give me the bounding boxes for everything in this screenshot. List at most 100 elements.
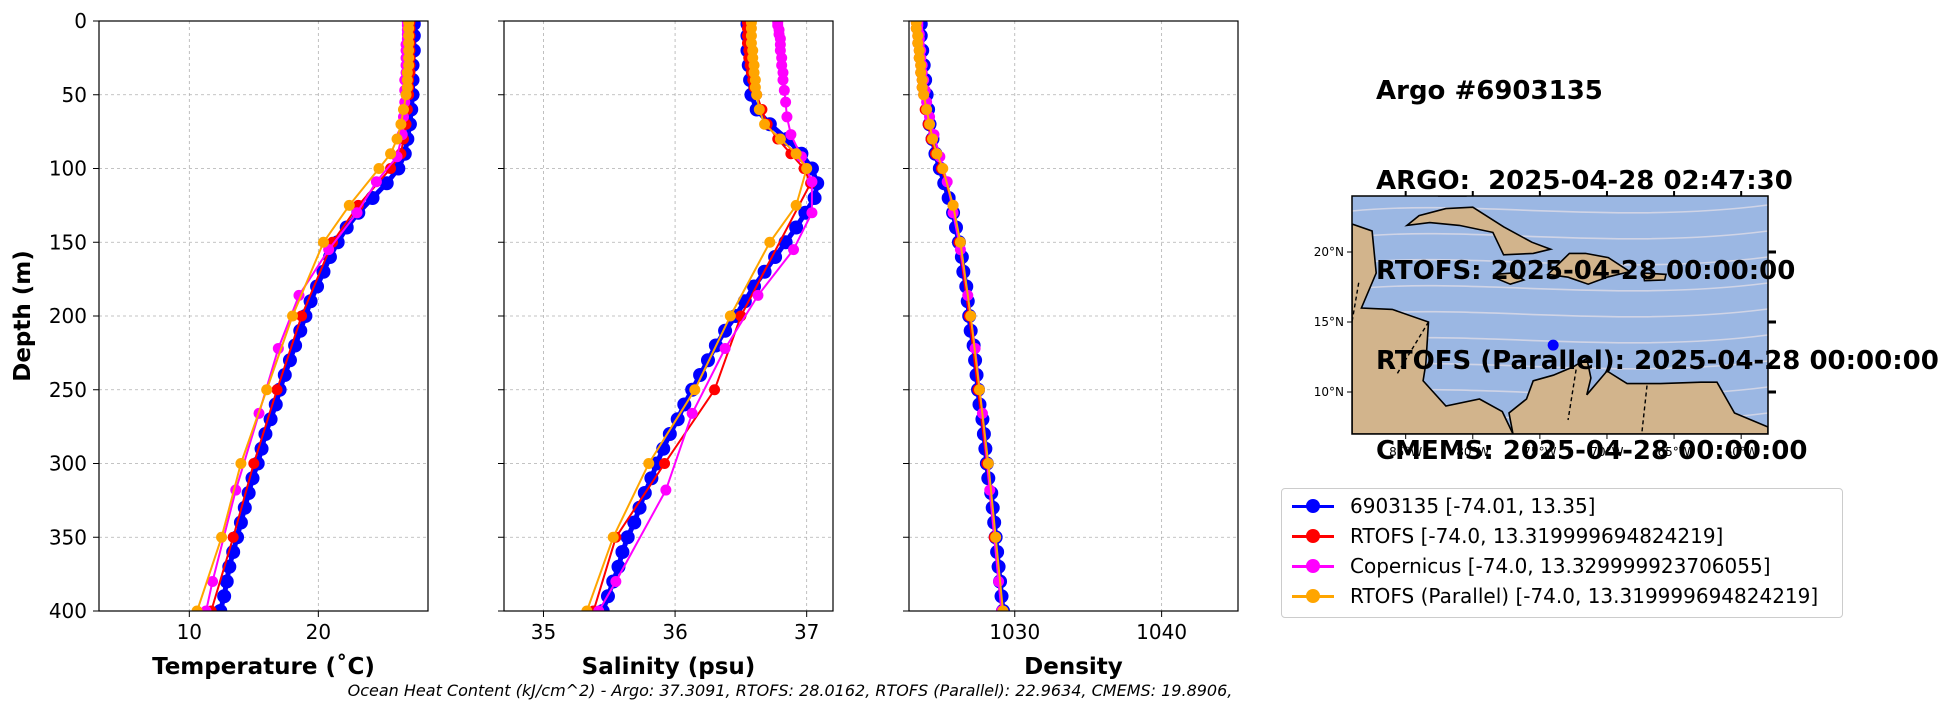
current-streamline xyxy=(1352,230,1768,240)
data-point xyxy=(753,104,765,115)
cmems-time: CMEMS: 2025-04-28 00:00:00 xyxy=(1376,436,1808,466)
data-point xyxy=(737,294,752,309)
data-point xyxy=(296,310,308,322)
lat-tick-label: 10°N xyxy=(1314,385,1344,399)
land-mass xyxy=(1492,272,1526,286)
data-point xyxy=(620,530,635,545)
y-tick-label: 50 xyxy=(62,83,87,107)
legend: 6903135 [-74.01, 13.35] RTOFS [-74.0, 13… xyxy=(1281,488,1843,618)
data-point xyxy=(213,604,228,611)
map-content xyxy=(1352,196,1768,434)
x-tick-label: 36 xyxy=(662,620,687,644)
data-point xyxy=(927,133,938,145)
data-point xyxy=(261,384,273,396)
x-axis-label: Density xyxy=(1024,654,1123,680)
y-tick-label: 250 xyxy=(49,378,87,402)
data-point xyxy=(954,236,966,248)
axes-frame xyxy=(908,20,1239,612)
data-point xyxy=(627,515,642,530)
legend-item-rtofs: RTOFS [-74.0, 13.319999694824219] xyxy=(1288,521,1723,551)
argo-time: ARGO: 2025-04-28 02:47:30 xyxy=(1376,166,1793,196)
data-point xyxy=(759,118,771,130)
ocean-heat-content-footer: Ocean Heat Content (kJ/cm^2) - Argo: 37.… xyxy=(347,681,1233,700)
data-point xyxy=(785,129,797,141)
lon-tick-label: 60°W xyxy=(1725,445,1758,459)
data-point xyxy=(581,605,593,611)
float-location-marker xyxy=(1547,339,1559,351)
data-point xyxy=(216,531,228,543)
series-group xyxy=(910,21,1010,611)
data-point xyxy=(918,89,930,101)
density-panel: 1030 1040 Density xyxy=(903,20,1239,680)
y-tick-label: 400 xyxy=(49,599,87,623)
legend-item-rtofs-parallel: RTOFS (Parallel) [-74.0, 13.319999694824… xyxy=(1288,581,1818,611)
data-point xyxy=(789,220,804,235)
data-point xyxy=(982,458,994,469)
data-point xyxy=(200,605,212,611)
land-mass xyxy=(1404,206,1554,256)
data-point xyxy=(379,176,394,191)
data-point xyxy=(400,89,412,101)
rtofs-parallel-time: RTOFS (Parallel): 2025-04-28 00:00:00 xyxy=(1376,346,1939,376)
x-tick-label: 1040 xyxy=(1136,620,1187,644)
y-tick-label: 300 xyxy=(49,452,87,476)
series-line xyxy=(592,22,812,611)
data-point xyxy=(593,605,605,611)
data-point xyxy=(751,89,763,101)
data-point xyxy=(397,104,409,115)
data-point xyxy=(752,289,764,301)
y-axis-label: Depth (m) xyxy=(10,250,36,382)
axes-frame xyxy=(503,20,834,612)
data-point xyxy=(632,500,647,515)
data-point xyxy=(790,148,802,160)
current-streamline xyxy=(1352,282,1768,292)
data-point xyxy=(774,133,786,145)
data-point xyxy=(709,384,721,396)
series-group xyxy=(191,21,421,611)
data-point xyxy=(924,118,936,130)
data-point xyxy=(317,236,329,248)
country-border xyxy=(1567,369,1577,421)
data-point xyxy=(615,545,630,559)
land-mass xyxy=(1546,252,1632,286)
data-point xyxy=(801,163,813,174)
data-point xyxy=(365,191,380,205)
data-point xyxy=(777,74,789,86)
legend-marker xyxy=(1306,499,1320,513)
data-point xyxy=(385,163,397,174)
y-tick-label: 0 xyxy=(74,9,87,33)
country-border xyxy=(1641,383,1648,434)
x-tick-label: 37 xyxy=(794,620,819,644)
data-point xyxy=(937,163,949,174)
info-title-block: Argo #6903135 ARGO: 2025-04-28 02:47:30 … xyxy=(1376,16,1939,496)
legend-label: RTOFS (Parallel) [-74.0, 13.319999694824… xyxy=(1350,584,1819,608)
lon-tick-label: 75°W xyxy=(1523,445,1556,459)
data-point xyxy=(649,456,664,471)
legend-item-copernicus: Copernicus [-74.0, 13.329999923706055] xyxy=(1288,551,1771,581)
data-point xyxy=(806,207,818,219)
data-point xyxy=(219,574,234,589)
country-border xyxy=(1395,321,1430,376)
y-tick-label: 200 xyxy=(49,304,87,328)
data-point xyxy=(643,458,655,469)
legend-label: RTOFS [-74.0, 13.319999694824219] xyxy=(1350,524,1724,548)
data-point xyxy=(385,148,397,160)
map-frame xyxy=(1351,195,1769,435)
legend-marker xyxy=(1306,589,1320,603)
data-point xyxy=(686,407,698,419)
y-tick-label: 150 xyxy=(49,230,87,254)
data-point xyxy=(931,148,943,160)
salinity-panel: 35 36 37 Salinity (psu) xyxy=(498,20,834,680)
series-line xyxy=(585,22,808,611)
legend-marker xyxy=(1306,559,1320,573)
y-tick-label: 350 xyxy=(49,525,87,549)
data-point xyxy=(788,244,800,256)
data-point xyxy=(689,384,701,396)
data-point xyxy=(343,199,355,211)
x-tick-label: 1030 xyxy=(989,620,1040,644)
x-tick-label: 20 xyxy=(306,620,331,644)
data-point xyxy=(806,176,818,188)
lon-tick-label: 65°W xyxy=(1657,445,1690,459)
series-line xyxy=(217,23,417,611)
